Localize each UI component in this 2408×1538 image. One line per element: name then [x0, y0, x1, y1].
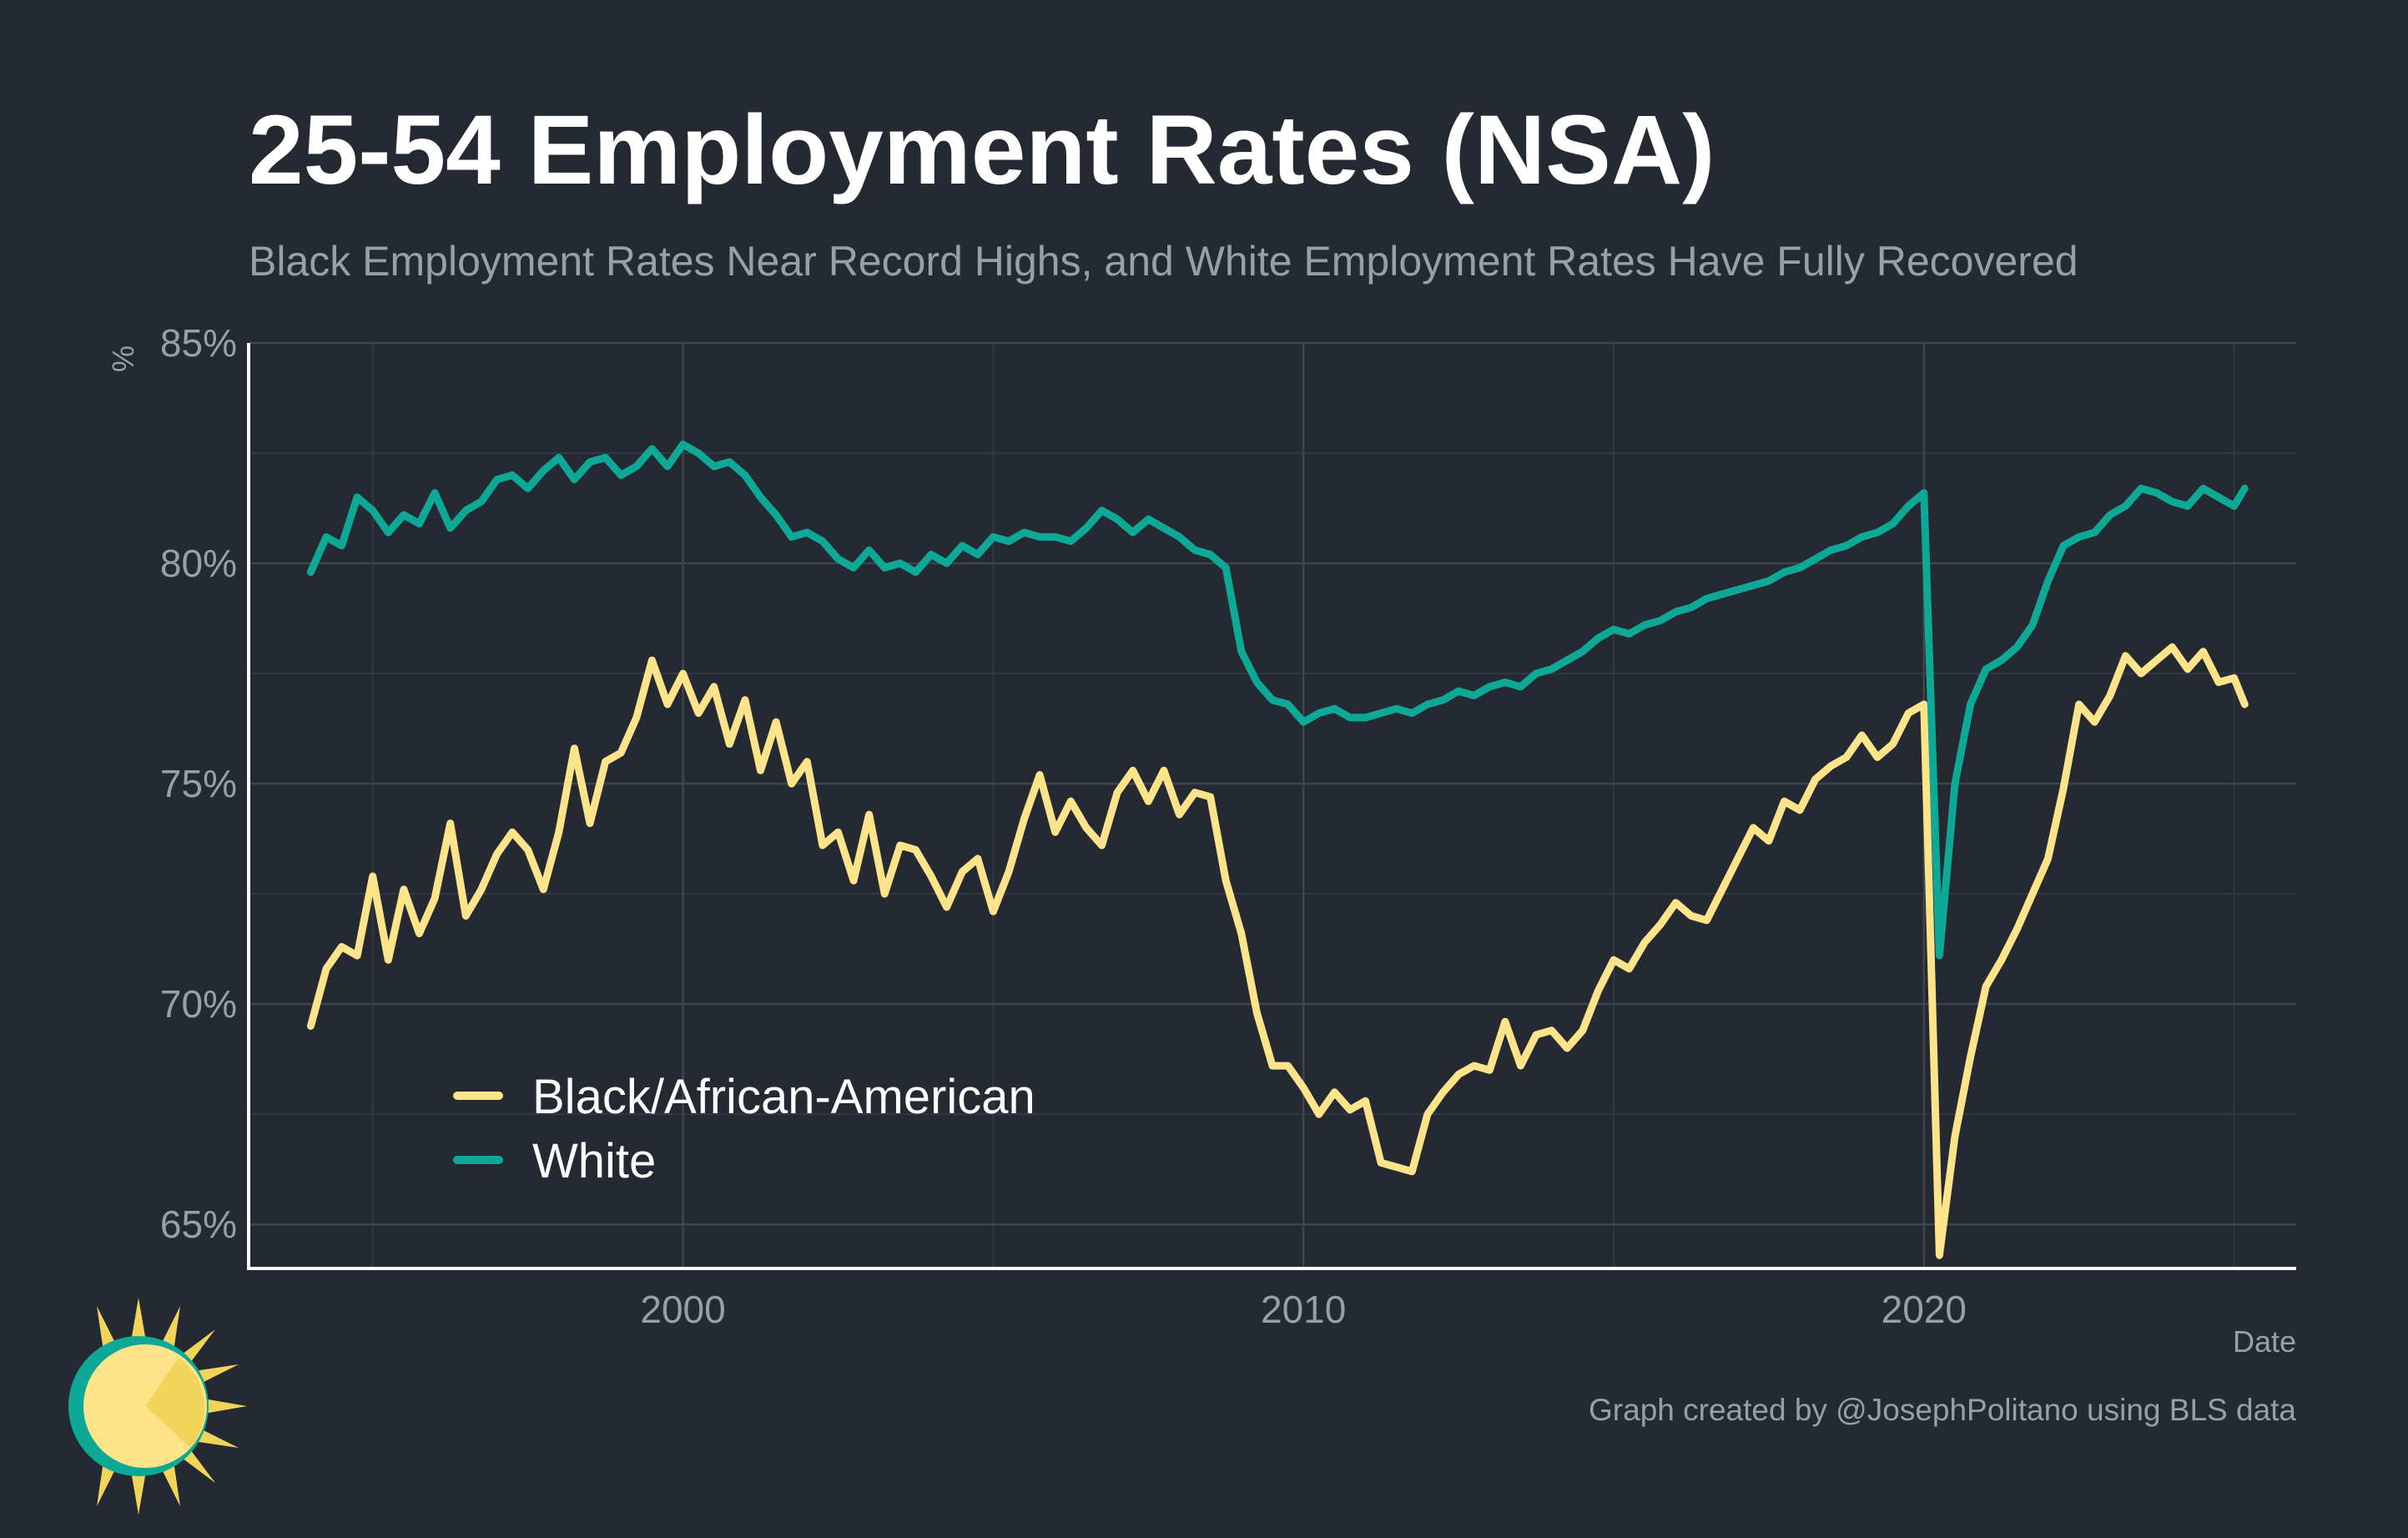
- sun-logo-icon: [68, 1298, 247, 1515]
- series-line-black: [306, 643, 2249, 1259]
- y-tick-label: 80%: [160, 542, 237, 585]
- grid-layer: [249, 341, 2296, 1268]
- y-axis-title: %: [106, 345, 140, 372]
- x-tick-label: 2000: [640, 1288, 725, 1331]
- x-tick-label: 2010: [1261, 1288, 1346, 1331]
- legend: Black/African-American White: [453, 1070, 1035, 1188]
- sun-shade-icon: [145, 1358, 205, 1448]
- series-line-white: [306, 441, 2249, 960]
- legend-label-black: Black/African-American: [532, 1070, 1035, 1124]
- tick-layer: 65% 70% 75% 80% 85% 2000 2010 2020: [160, 321, 1967, 1331]
- series-layer: [306, 441, 2249, 1259]
- y-tick-label: 85%: [160, 321, 237, 365]
- y-tick-label: 75%: [160, 762, 237, 805]
- x-tick-label: 2020: [1882, 1288, 1967, 1331]
- chart-title: 25-54 Employment Rates (NSA): [249, 95, 1715, 205]
- y-tick-label: 65%: [160, 1203, 237, 1246]
- legend-label-white: White: [532, 1134, 656, 1188]
- x-axis-title: Date: [2233, 1324, 2296, 1359]
- chart-subtitle: Black Employment Rates Near Record Highs…: [249, 238, 2078, 285]
- y-tick-label: 70%: [160, 982, 237, 1026]
- chart-caption: Graph created by @JosephPolitano using B…: [1589, 1393, 2296, 1427]
